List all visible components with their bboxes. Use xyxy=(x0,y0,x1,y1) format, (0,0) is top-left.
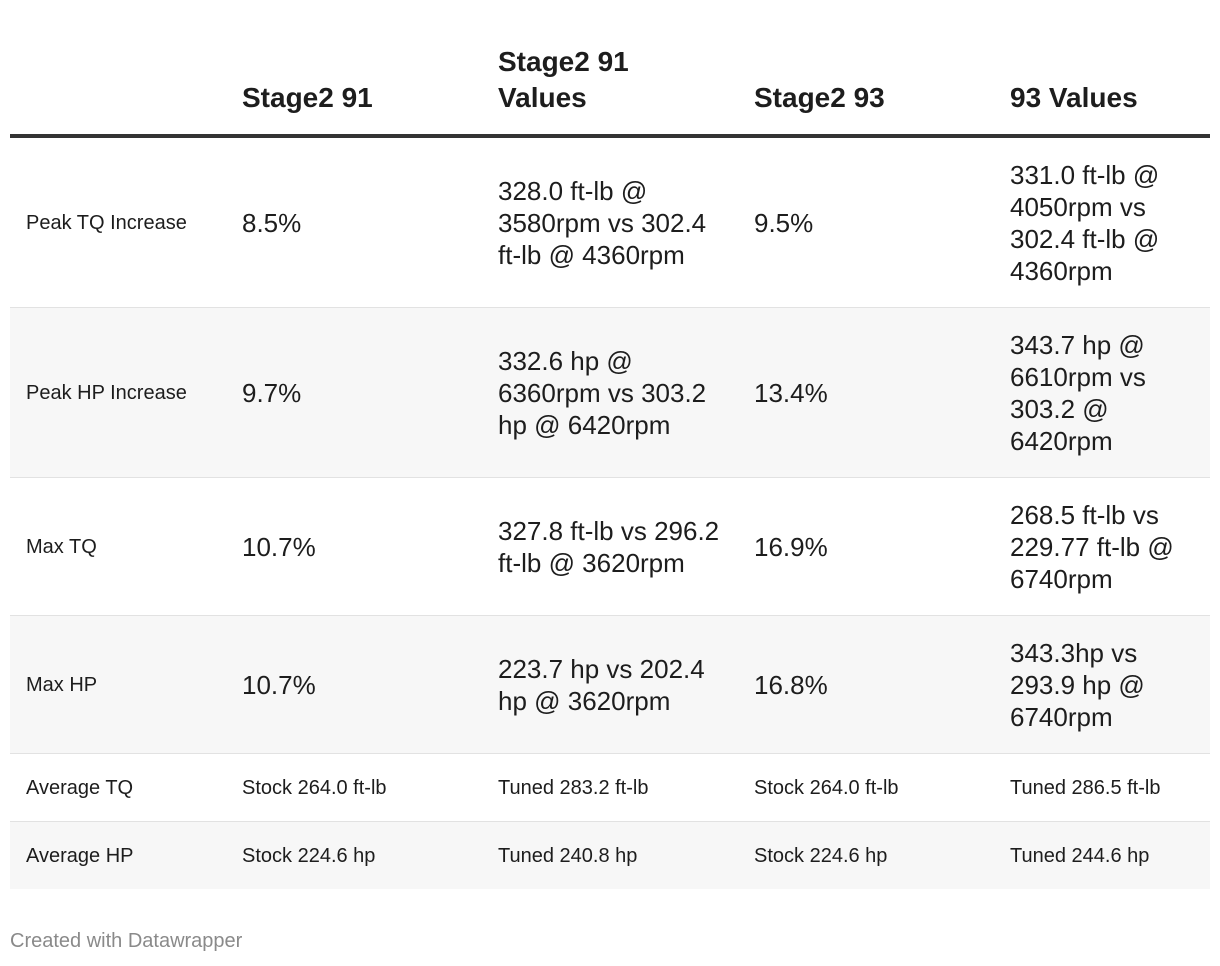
row-label: Max TQ xyxy=(10,477,226,616)
data-table-container: Stage2 91 Stage2 91 Values Stage2 93 93 … xyxy=(10,44,1210,889)
table-row: Max TQ 10.7% 327.8 ft-lb vs 296.2 ft-lb … xyxy=(10,477,1210,616)
table-cell: 332.6 hp @ 6360rpm vs 303.2 hp @ 6420rpm xyxy=(482,307,738,478)
table-cell: 223.7 hp vs 202.4 hp @ 3620rpm xyxy=(482,615,738,754)
header-row: Stage2 91 Stage2 91 Values Stage2 93 93 … xyxy=(10,44,1210,138)
table-header: Stage2 91 Stage2 91 Values Stage2 93 93 … xyxy=(10,44,1210,138)
table-row: Peak TQ Increase 8.5% 328.0 ft-lb @ 3580… xyxy=(10,136,1210,308)
row-label: Max HP xyxy=(10,615,226,754)
footer-row: Average TQ Stock 264.0 ft-lb Tuned 283.2… xyxy=(10,753,1210,822)
table-cell: 328.0 ft-lb @ 3580rpm vs 302.4 ft-lb @ 4… xyxy=(482,136,738,308)
table-cell: Stock 264.0 ft-lb xyxy=(738,753,994,822)
table-cell: 16.8% xyxy=(738,615,994,754)
table-cell: Tuned 244.6 hp xyxy=(994,821,1210,889)
column-header: 93 Values xyxy=(994,44,1210,138)
table-cell: Stock 224.6 hp xyxy=(226,821,482,889)
table-cell: Tuned 286.5 ft-lb xyxy=(994,753,1210,822)
table-cell: 9.5% xyxy=(738,136,994,308)
row-label: Peak TQ Increase xyxy=(10,136,226,308)
data-table: Stage2 91 Stage2 91 Values Stage2 93 93 … xyxy=(10,44,1210,889)
table-cell: 9.7% xyxy=(226,307,482,478)
table-cell: Tuned 240.8 hp xyxy=(482,821,738,889)
row-label: Average HP xyxy=(10,821,226,889)
table-cell: 331.0 ft-lb @ 4050rpm vs 302.4 ft-lb @ 4… xyxy=(994,136,1210,308)
row-label: Peak HP Increase xyxy=(10,307,226,478)
table-cell: 16.9% xyxy=(738,477,994,616)
column-header: Stage2 91 xyxy=(226,44,482,138)
table-cell: 343.7 hp @ 6610rpm vs 303.2 @ 6420rpm xyxy=(994,307,1210,478)
table-body: Peak TQ Increase 8.5% 328.0 ft-lb @ 3580… xyxy=(10,136,1210,889)
table-cell: 327.8 ft-lb vs 296.2 ft-lb @ 3620rpm xyxy=(482,477,738,616)
table-cell: 13.4% xyxy=(738,307,994,478)
table-row: Max HP 10.7% 223.7 hp vs 202.4 hp @ 3620… xyxy=(10,615,1210,754)
table-cell: 8.5% xyxy=(226,136,482,308)
table-cell: 10.7% xyxy=(226,477,482,616)
table-cell: 268.5 ft-lb vs 229.77 ft-lb @ 6740rpm xyxy=(994,477,1210,616)
credit-text: Created with Datawrapper xyxy=(10,930,243,952)
table-cell: 343.3hp vs 293.9 hp @ 6740rpm xyxy=(994,615,1210,754)
table-cell: Stock 264.0 ft-lb xyxy=(226,753,482,822)
row-label: Average TQ xyxy=(10,753,226,822)
column-header: Stage2 93 xyxy=(738,44,994,138)
column-header: Stage2 91 Values xyxy=(482,44,738,138)
table-cell: Tuned 283.2 ft-lb xyxy=(482,753,738,822)
table-cell: Stock 224.6 hp xyxy=(738,821,994,889)
table-cell: 10.7% xyxy=(226,615,482,754)
footer-row: Average HP Stock 224.6 hp Tuned 240.8 hp… xyxy=(10,821,1210,889)
column-header xyxy=(10,44,226,138)
table-row: Peak HP Increase 9.7% 332.6 hp @ 6360rpm… xyxy=(10,307,1210,478)
